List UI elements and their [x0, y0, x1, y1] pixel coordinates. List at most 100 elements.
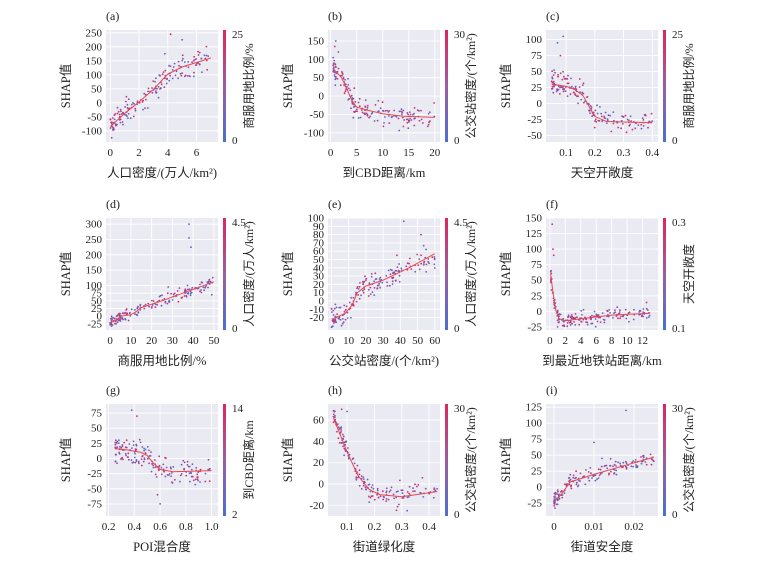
data-point: [131, 447, 133, 449]
data-point: [160, 473, 163, 476]
data-point: [645, 463, 648, 466]
data-point: [171, 299, 174, 301]
data-point: [609, 464, 612, 467]
data-point: [558, 313, 561, 315]
data-point: [613, 312, 615, 314]
data-point: [200, 57, 203, 60]
data-point: [603, 465, 606, 467]
data-point: [606, 118, 609, 121]
data-point: [350, 296, 352, 299]
data-point: [408, 485, 411, 488]
data-point: [139, 303, 142, 306]
data-point: [144, 452, 147, 454]
data-point: [189, 292, 192, 295]
data-point: [629, 123, 631, 126]
data-point: [371, 484, 374, 486]
data-point: [609, 114, 611, 117]
data-point: [355, 300, 358, 303]
data-point: [124, 317, 126, 320]
data-point: [596, 314, 599, 316]
data-point: [551, 76, 554, 78]
data-point: [115, 453, 117, 456]
data-point: [400, 267, 403, 270]
y-tick-label: -10: [309, 304, 324, 316]
data-point: [567, 74, 569, 77]
data-point: [164, 475, 167, 478]
data-point: [587, 471, 590, 473]
data-point: [332, 309, 335, 312]
data-point: [205, 59, 208, 62]
data-point: [594, 325, 597, 328]
data-point: [127, 113, 130, 115]
data-point: [557, 74, 559, 76]
x-tick-label: 10: [343, 335, 355, 347]
x-axis-label: 街道绿化度: [353, 539, 416, 554]
colorbar-min-label: 0: [454, 323, 460, 335]
data-point: [407, 127, 410, 130]
data-point: [186, 74, 189, 77]
data-point: [392, 271, 395, 274]
y-tick-label: 60: [313, 415, 325, 427]
data-point: [207, 458, 210, 461]
data-point: [425, 263, 428, 266]
data-point: [607, 114, 610, 117]
data-point: [599, 472, 602, 475]
data-point: [429, 120, 431, 123]
data-point: [427, 260, 429, 263]
data-point: [410, 268, 413, 270]
data-point: [621, 123, 624, 125]
data-point: [600, 465, 603, 468]
data-point: [356, 286, 359, 288]
data-point: [552, 248, 554, 251]
data-point: [552, 91, 555, 94]
data-point: [584, 483, 587, 486]
data-point: [397, 117, 400, 120]
data-point: [557, 498, 559, 501]
data-point: [422, 496, 425, 498]
data-point: [173, 292, 176, 295]
data-point: [122, 111, 124, 114]
data-point: [566, 95, 569, 97]
data-point: [194, 483, 197, 486]
data-point: [550, 269, 552, 272]
data-point: [624, 460, 627, 463]
data-point: [161, 294, 163, 297]
data-point: [113, 128, 115, 131]
data-point: [634, 459, 637, 461]
y-tick-label: 60: [313, 246, 325, 258]
data-point: [570, 485, 572, 488]
y-tick-label: 75: [531, 259, 543, 271]
y-tick-label: 50: [91, 295, 103, 307]
data-point: [336, 313, 338, 316]
data-point: [612, 122, 615, 125]
data-point: [339, 84, 342, 87]
panel-f: (f)0 2 4 6 8 10 12-250255075100125150到最近地铁站距离/…: [498, 197, 696, 368]
data-point: [121, 445, 124, 448]
data-point: [610, 470, 612, 473]
data-point: [585, 318, 588, 321]
data-point: [116, 321, 119, 324]
data-point: [154, 459, 156, 461]
data-point: [646, 309, 649, 311]
colorbar-min-label: 0: [232, 323, 238, 335]
data-point: [561, 496, 564, 499]
data-point: [130, 459, 133, 461]
data-point: [419, 491, 422, 494]
data-point: [166, 474, 169, 476]
colorbar-max-label: 30: [672, 403, 684, 415]
data-point: [362, 484, 365, 487]
data-point: [568, 476, 571, 479]
data-point: [154, 303, 157, 306]
y-tick-label: 90: [313, 221, 325, 233]
panel-label: (b): [328, 9, 342, 23]
data-point: [121, 121, 124, 123]
y-axis-label: SHAP值: [498, 252, 513, 296]
data-point: [170, 467, 172, 470]
data-point: [418, 258, 421, 260]
data-point: [376, 119, 379, 122]
data-point: [342, 321, 345, 323]
data-point: [628, 320, 630, 323]
data-point: [406, 112, 409, 114]
data-point: [388, 122, 391, 124]
data-point: [556, 41, 559, 44]
